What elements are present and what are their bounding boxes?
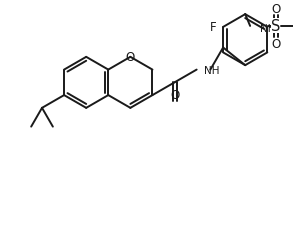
Text: F: F [210, 21, 217, 34]
Text: NH: NH [204, 65, 219, 75]
Text: NH: NH [260, 24, 276, 34]
Text: O: O [271, 3, 280, 16]
Text: O: O [271, 38, 280, 51]
Text: O: O [126, 51, 135, 64]
Text: O: O [170, 89, 179, 102]
Text: S: S [271, 19, 280, 34]
